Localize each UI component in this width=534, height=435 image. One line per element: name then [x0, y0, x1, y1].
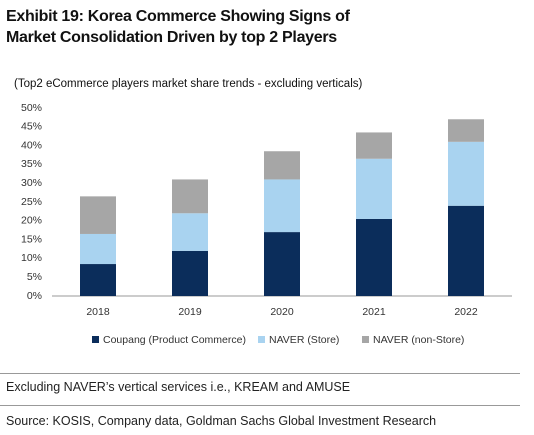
- y-tick-label: 10%: [21, 252, 42, 264]
- y-tick-label: 45%: [21, 121, 42, 133]
- source: Source: KOSIS, Company data, Goldman Sac…: [6, 414, 437, 428]
- y-tick-label: 50%: [21, 102, 42, 114]
- x-tick-label: 2020: [270, 306, 294, 318]
- note: Excluding NAVER’s vertical services i.e.…: [6, 380, 351, 394]
- legend-swatch: [92, 336, 99, 343]
- y-tick-label: 30%: [21, 177, 42, 189]
- chart: 0% 5% 10% 15% 20% 25% 30% 35% 40% 45% 50% 2018 2019 2…: [21, 102, 512, 346]
- legend-swatch: [362, 336, 369, 343]
- bar-segment: [448, 119, 484, 142]
- y-tick-label: 40%: [21, 139, 42, 151]
- legend-label: NAVER (Store): [269, 334, 339, 346]
- y-tick-label: 25%: [21, 196, 42, 208]
- bar-segment: [448, 205, 484, 296]
- bar-segment: [264, 232, 300, 296]
- bar-segment: [172, 179, 208, 214]
- legend-swatch: [258, 336, 265, 343]
- x-tick-label: 2019: [178, 306, 202, 318]
- y-tick-label: 15%: [21, 233, 42, 245]
- bar-segment: [172, 213, 208, 251]
- bar-segment: [448, 141, 484, 206]
- chart-title: Exhibit 19: Korea Commerce Showing Signs…: [6, 8, 350, 46]
- bar-segment: [80, 264, 116, 296]
- x-tick-label: 2022: [454, 306, 478, 318]
- divider: [0, 373, 520, 374]
- y-tick-label: 0%: [27, 290, 42, 302]
- bar-segment: [264, 151, 300, 180]
- x-tick-label: 2018: [86, 306, 110, 318]
- legend-label: Coupang (Product Commerce): [103, 334, 246, 346]
- bar-segment: [172, 250, 208, 296]
- bar-segment: [80, 233, 116, 265]
- y-tick-label: 20%: [21, 215, 42, 227]
- x-tick-label: 2021: [362, 306, 386, 318]
- bar-segment: [80, 196, 116, 234]
- bar-segment: [356, 132, 392, 159]
- bar-segment: [264, 179, 300, 233]
- bar-segment: [356, 158, 392, 219]
- y-tick-label: 5%: [27, 271, 42, 283]
- legend-label: NAVER (non-Store): [373, 334, 464, 346]
- divider: [0, 405, 520, 406]
- y-tick-label: 35%: [21, 158, 42, 170]
- bar-segment: [356, 218, 392, 296]
- chart-subtitle: (Top2 eCommerce players market share tre…: [14, 78, 363, 90]
